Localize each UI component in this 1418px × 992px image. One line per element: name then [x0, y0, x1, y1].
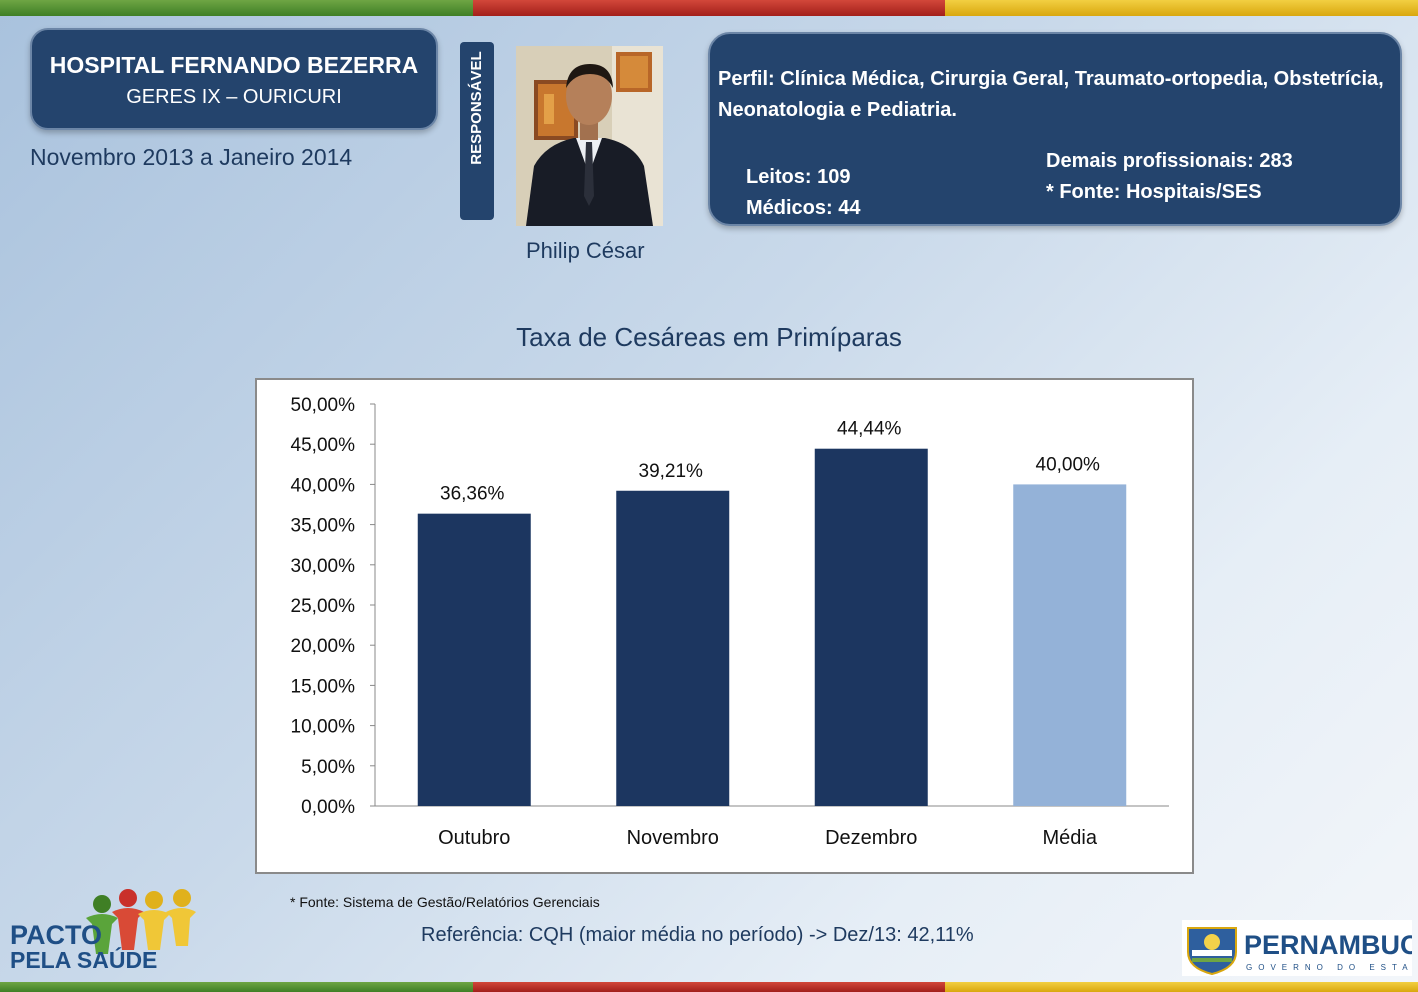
x-category-label: Novembro: [627, 827, 719, 849]
people-icon: PACTO PELA SAÚDE: [10, 889, 196, 973]
bar-data-label: 36,36%: [440, 484, 505, 505]
y-tick-label: 45,00%: [291, 435, 356, 456]
chart-title: Taxa de Cesáreas em Primíparas: [516, 322, 902, 352]
responsible-tab: [460, 42, 494, 220]
pernambuco-name: PERNAMBUCO: [1244, 930, 1412, 960]
bottom-bar-yellow: [945, 982, 1418, 992]
profile-box: Perfil: Clínica Médica, Cirurgia Geral, …: [708, 32, 1402, 226]
pacto-line2: PELA SAÚDE: [10, 946, 157, 973]
bottom-bar-green: [0, 982, 473, 992]
other-staff-count: Demais profissionais: 283: [1046, 150, 1293, 172]
top-bar-yellow: [945, 0, 1418, 16]
responsible-label: RESPONSÁVEL: [468, 51, 485, 165]
bar-chart: 0,00% 5,00% 10,00% 15,00% 20,00% 25,00% 30,00%…: [291, 395, 1169, 849]
bar: [814, 448, 928, 806]
y-tick-label: 15,00%: [291, 676, 356, 697]
top-color-bar: [0, 0, 1418, 16]
profile-source: * Fonte: Hospitais/SES: [1046, 181, 1262, 203]
bar-data-label: 40,00%: [1036, 454, 1101, 475]
bar-data-label: 44,44%: [837, 419, 902, 440]
y-tick-label: 40,00%: [291, 475, 356, 496]
bar-data-label: 39,21%: [639, 461, 704, 482]
hospital-header-box: HOSPITAL FERNANDO BEZERRA GERES IX – OUR…: [30, 28, 438, 130]
y-tick-label: 20,00%: [291, 636, 356, 657]
y-tick-label: 25,00%: [291, 596, 356, 617]
bar: [1013, 484, 1127, 806]
pacto-pela-saude-logo: PACTO PELA SAÚDE: [8, 884, 198, 976]
chart-source: * Fonte: Sistema de Gestão/Relatórios Ge…: [290, 894, 600, 910]
x-category-label: Outubro: [438, 827, 510, 849]
bottom-color-bar: [0, 982, 1418, 992]
bar: [616, 490, 730, 806]
responsible-name: Philip César: [526, 238, 645, 263]
profile-specialties: Perfil: Clínica Médica, Cirurgia Geral, …: [718, 68, 1384, 121]
top-bar-green: [0, 0, 473, 16]
pernambuco-crest-icon: PERNAMBUCO GOVERNO DO ESTADO: [1182, 920, 1418, 976]
y-tick-label: 10,00%: [291, 717, 356, 738]
x-category-label: Média: [1043, 827, 1098, 849]
pernambuco-logo: PERNAMBUCO GOVERNO DO ESTADO: [1182, 920, 1418, 976]
top-bar-red: [472, 0, 946, 16]
pacto-line1: PACTO: [10, 920, 102, 950]
responsible-photo: [516, 46, 663, 226]
chart-container: 0,00% 5,00% 10,00% 15,00% 20,00% 25,00% 30,00%…: [255, 378, 1194, 874]
y-tick-label: 0,00%: [301, 797, 355, 818]
x-category-label: Dezembro: [825, 827, 917, 849]
period-label: Novembro 2013 a Janeiro 2014: [30, 144, 353, 170]
y-tick-label: 30,00%: [291, 556, 356, 577]
reference-note: Referência: CQH (maior média no período)…: [421, 924, 974, 946]
person-photo-icon: [516, 46, 663, 226]
y-tick-label: 35,00%: [291, 516, 356, 537]
pernambuco-sub: GOVERNO DO ESTADO: [1246, 963, 1412, 972]
beds-count: Leitos: 109: [746, 166, 851, 188]
hospital-name: HOSPITAL FERNANDO BEZERRA: [49, 52, 419, 78]
hospital-geres: GERES IX – OURICURI: [126, 86, 342, 108]
doctors-count: Médicos: 44: [746, 197, 861, 219]
bar: [417, 513, 531, 806]
bottom-bar-red: [472, 982, 946, 992]
y-tick-label: 50,00%: [291, 395, 356, 416]
y-tick-label: 5,00%: [301, 757, 355, 778]
